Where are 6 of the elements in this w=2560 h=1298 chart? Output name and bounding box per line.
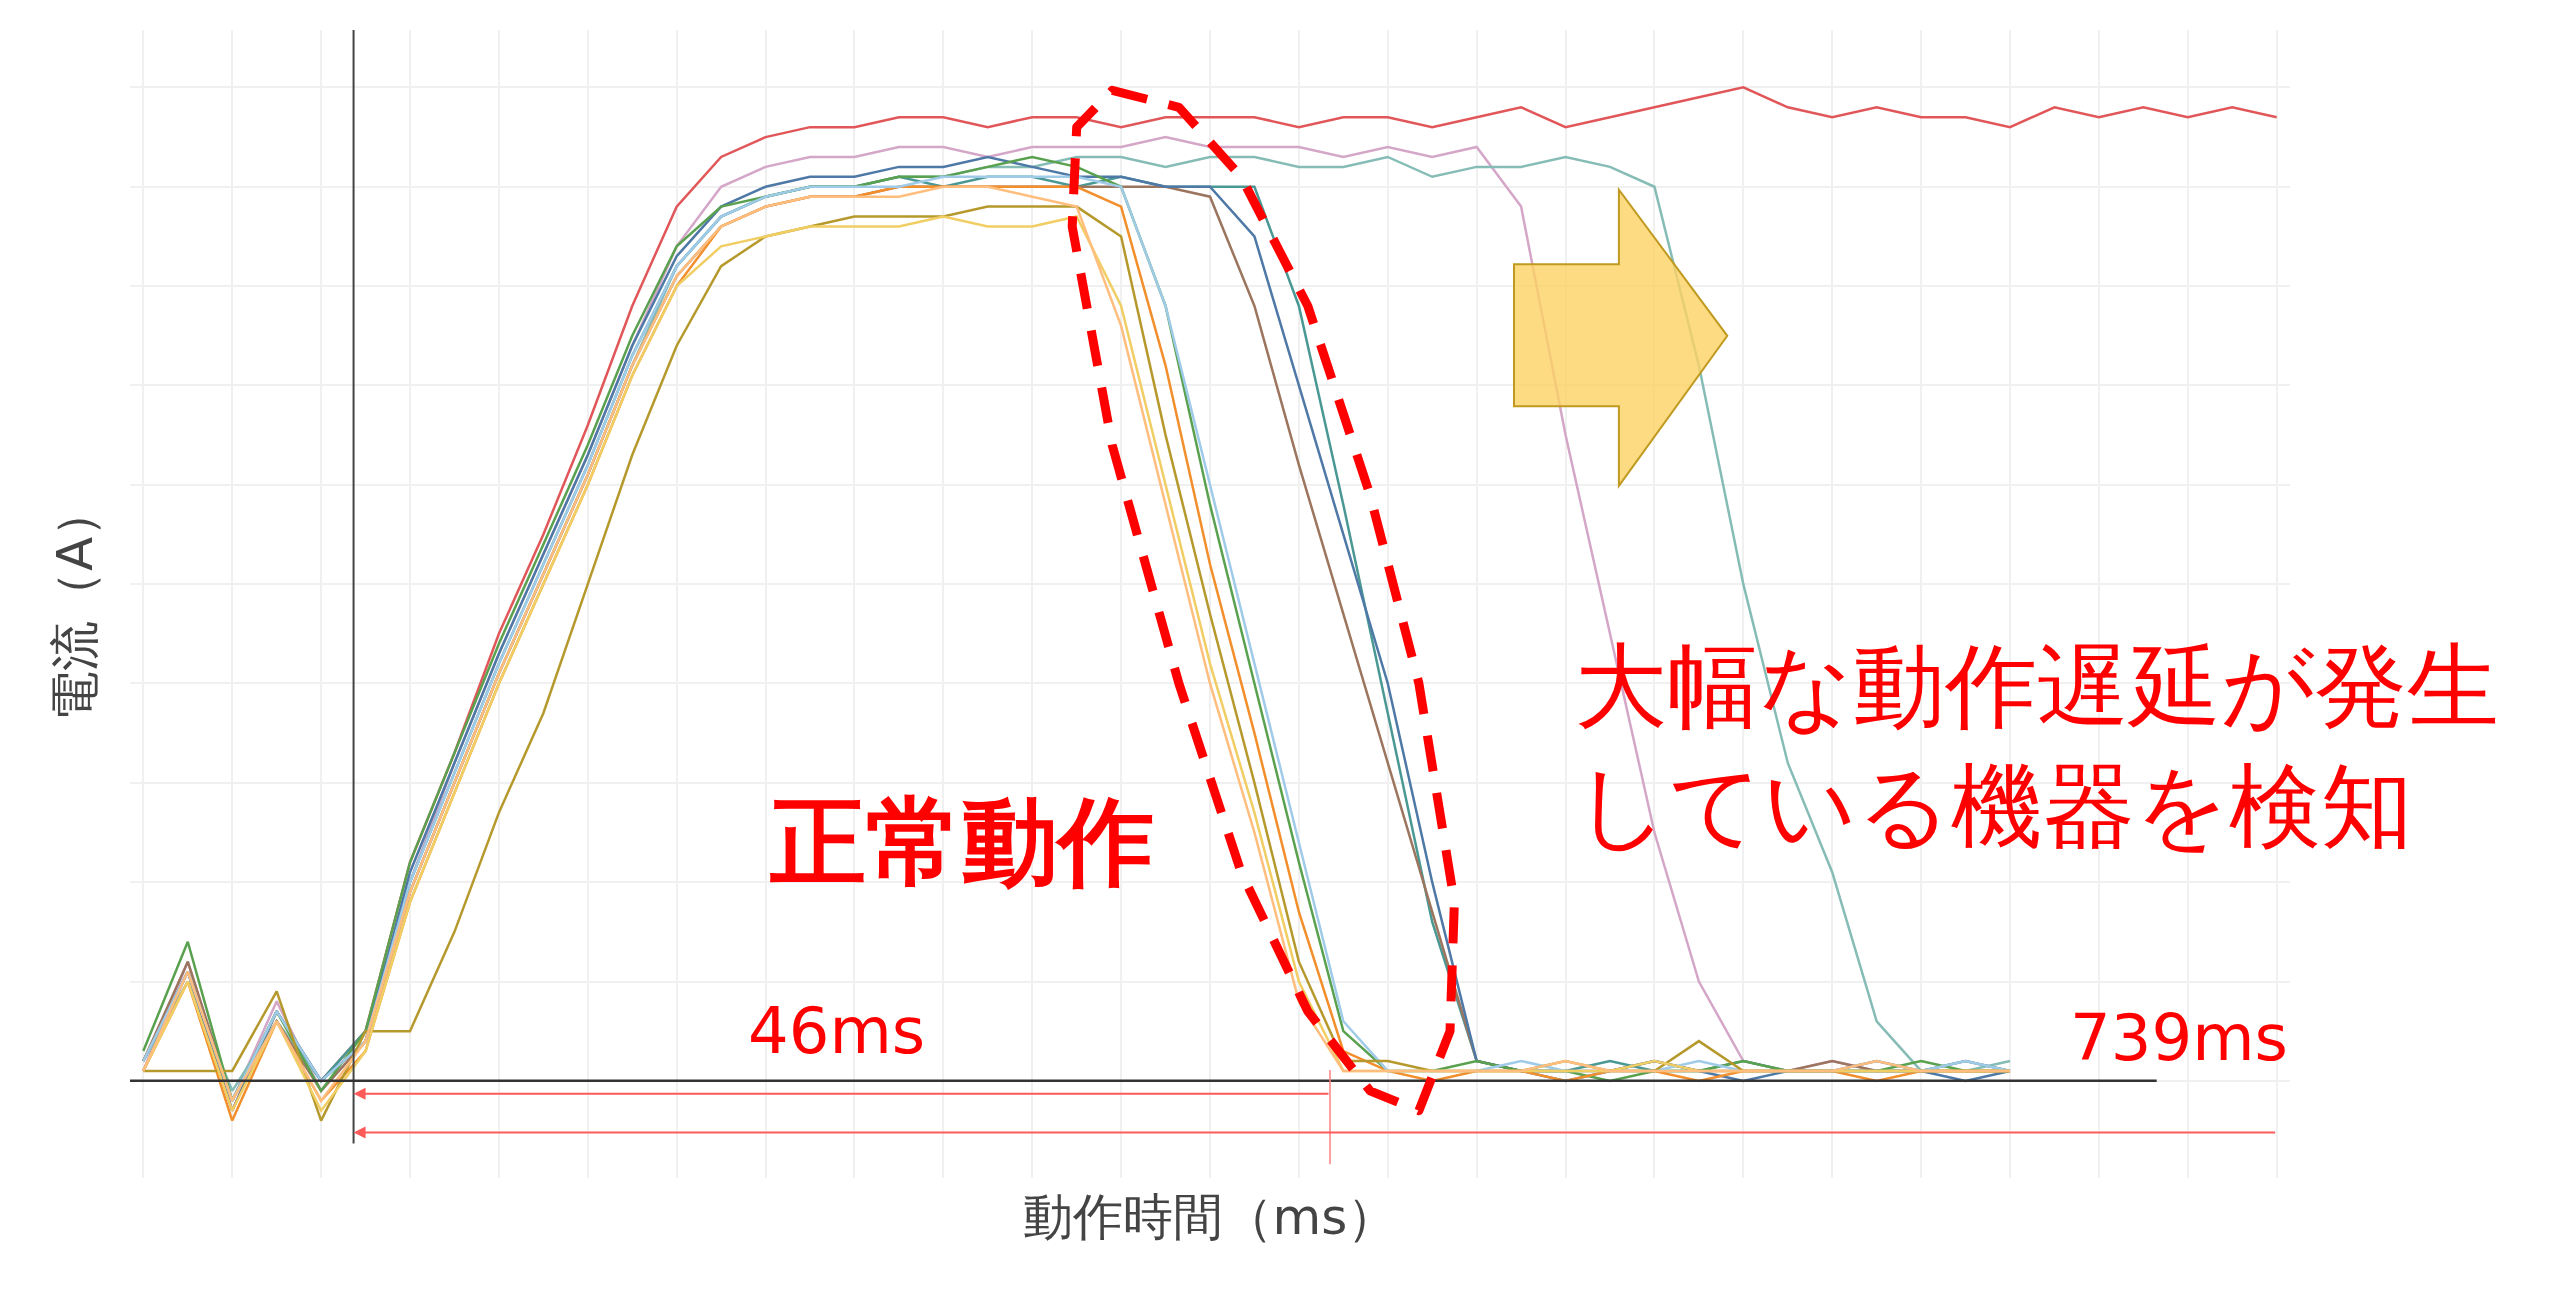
- annotation: 正常動作: [769, 786, 1154, 898]
- annotation: 739ms: [2070, 1001, 2288, 1075]
- annotation: 大幅な動作遅延が発生している機器を検知: [1575, 633, 2499, 860]
- annotation: 46ms: [748, 994, 926, 1068]
- y-axis-title: 電流（A）: [46, 486, 104, 722]
- x-axis-title: 動作時間（ms）: [1022, 1187, 1398, 1246]
